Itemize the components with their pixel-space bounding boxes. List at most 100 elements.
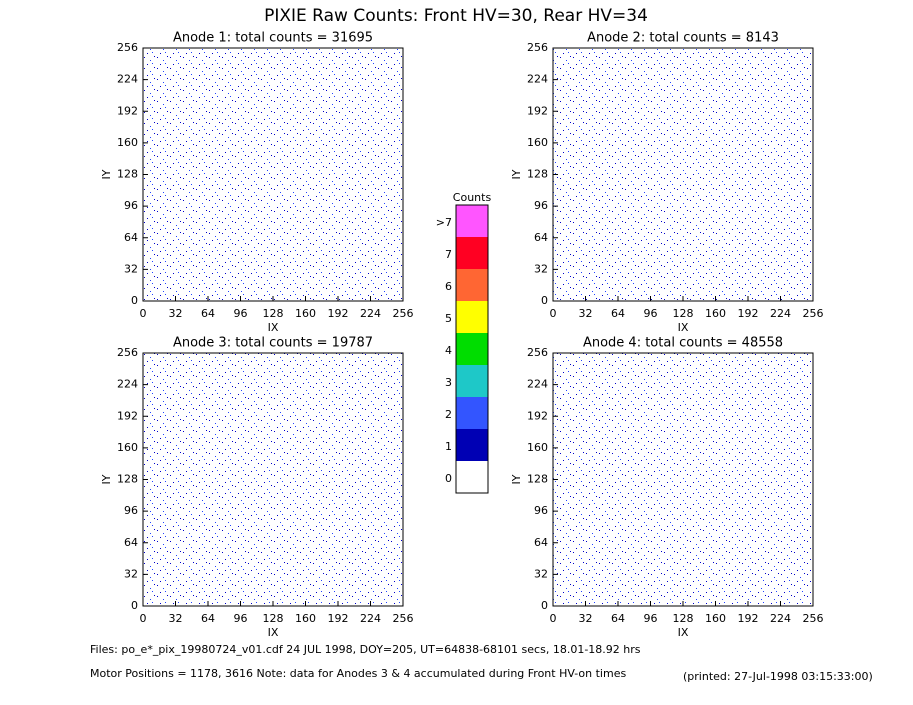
x-tick-label: 160 — [705, 307, 726, 320]
footer-motor: Motor Positions = 1178, 3616 Note: data … — [90, 667, 626, 680]
y-tick-label: 192 — [117, 409, 138, 422]
y-tick-label: 160 — [117, 441, 138, 454]
colorbar-swatch — [456, 237, 488, 269]
x-tick-label: 224 — [770, 307, 791, 320]
colorbar-swatch — [456, 333, 488, 365]
y-tick-label: 96 — [124, 504, 138, 517]
colorbar-label: 4 — [445, 344, 452, 357]
y-tick-label: 160 — [527, 441, 548, 454]
y-axis-label: IY — [100, 474, 113, 484]
x-tick-label: 192 — [738, 612, 759, 625]
y-tick-label: 32 — [534, 262, 548, 275]
x-tick-label: 128 — [673, 307, 694, 320]
footer-printed: (printed: 27-Jul-1998 03:15:33:00) — [683, 670, 873, 683]
x-tick-label: 160 — [705, 612, 726, 625]
x-tick-label: 256 — [393, 612, 414, 625]
panel-title: Anode 3: total counts = 19787 — [173, 336, 373, 351]
panel-title: Anode 2: total counts = 8143 — [587, 31, 779, 46]
y-tick-label: 32 — [124, 262, 138, 275]
x-axis-label: IX — [268, 321, 279, 334]
y-tick-label: 224 — [527, 378, 548, 391]
x-tick-label: 0 — [550, 307, 557, 320]
x-tick-label: 160 — [295, 612, 316, 625]
y-tick-label: 0 — [131, 599, 138, 612]
y-tick-label: 0 — [131, 294, 138, 307]
y-tick-label: 96 — [124, 199, 138, 212]
y-tick-label: 128 — [117, 473, 138, 486]
y-tick-label: 128 — [117, 168, 138, 181]
x-tick-label: 96 — [234, 307, 248, 320]
y-tick-label: 256 — [117, 41, 138, 54]
y-tick-label: 128 — [527, 473, 548, 486]
colorbar-label: 5 — [445, 312, 452, 325]
y-tick-label: 64 — [124, 231, 138, 244]
x-tick-label: 64 — [611, 307, 625, 320]
y-tick-label: 256 — [117, 346, 138, 359]
colorbar-swatch — [456, 365, 488, 397]
y-axis-label: IY — [510, 474, 523, 484]
panel-title: Anode 1: total counts = 31695 — [173, 31, 373, 46]
colorbar-swatch — [456, 205, 488, 237]
y-tick-label: 96 — [534, 199, 548, 212]
heatmap-area — [552, 47, 814, 302]
y-tick-label: 224 — [117, 73, 138, 86]
colorbar-label: 6 — [445, 280, 452, 293]
y-tick-label: 32 — [534, 567, 548, 580]
x-tick-label: 128 — [263, 612, 284, 625]
y-tick-label: 32 — [124, 567, 138, 580]
y-axis-label: IY — [510, 169, 523, 179]
colorbar-title: Counts — [453, 191, 492, 204]
x-tick-label: 96 — [234, 612, 248, 625]
x-tick-label: 160 — [295, 307, 316, 320]
x-tick-label: 224 — [770, 612, 791, 625]
y-tick-label: 128 — [527, 168, 548, 181]
x-tick-label: 64 — [201, 307, 215, 320]
colorbar-swatch — [456, 269, 488, 301]
x-tick-label: 0 — [140, 612, 147, 625]
x-tick-label: 128 — [673, 612, 694, 625]
x-tick-label: 64 — [611, 612, 625, 625]
y-tick-label: 96 — [534, 504, 548, 517]
x-tick-label: 256 — [803, 612, 824, 625]
colorbar-label: 0 — [445, 472, 452, 485]
heatmap-area — [142, 47, 404, 302]
y-tick-label: 64 — [534, 536, 548, 549]
x-tick-label: 32 — [169, 612, 183, 625]
x-axis-label: IX — [678, 321, 689, 334]
x-tick-label: 224 — [360, 612, 381, 625]
x-tick-label: 224 — [360, 307, 381, 320]
x-tick-label: 192 — [738, 307, 759, 320]
x-tick-label: 64 — [201, 612, 215, 625]
colorbar-label: 7 — [445, 248, 452, 261]
y-tick-label: 192 — [117, 104, 138, 117]
colorbar-swatch — [456, 397, 488, 429]
panel-title: Anode 4: total counts = 48558 — [583, 336, 783, 351]
y-tick-label: 64 — [124, 536, 138, 549]
x-tick-label: 192 — [328, 612, 349, 625]
x-tick-label: 256 — [803, 307, 824, 320]
x-tick-label: 0 — [550, 612, 557, 625]
colorbar-label: >7 — [436, 216, 452, 229]
y-tick-label: 160 — [117, 136, 138, 149]
x-axis-label: IX — [678, 626, 689, 639]
y-tick-label: 192 — [527, 104, 548, 117]
y-tick-label: 0 — [541, 294, 548, 307]
heatmap-area — [142, 352, 404, 607]
figure-title: PIXIE Raw Counts: Front HV=30, Rear HV=3… — [264, 6, 648, 26]
x-tick-label: 96 — [644, 612, 658, 625]
colorbar-swatch — [456, 461, 488, 493]
heatmap-area — [552, 352, 814, 607]
y-tick-label: 224 — [117, 378, 138, 391]
y-tick-label: 64 — [534, 231, 548, 244]
x-tick-label: 128 — [263, 307, 284, 320]
x-tick-label: 256 — [393, 307, 414, 320]
y-tick-label: 0 — [541, 599, 548, 612]
y-tick-label: 256 — [527, 41, 548, 54]
y-tick-label: 224 — [527, 73, 548, 86]
colorbar-swatch — [456, 301, 488, 333]
x-tick-label: 96 — [644, 307, 658, 320]
colorbar-label: 2 — [445, 408, 452, 421]
colorbar-label: 3 — [445, 376, 452, 389]
x-tick-label: 0 — [140, 307, 147, 320]
